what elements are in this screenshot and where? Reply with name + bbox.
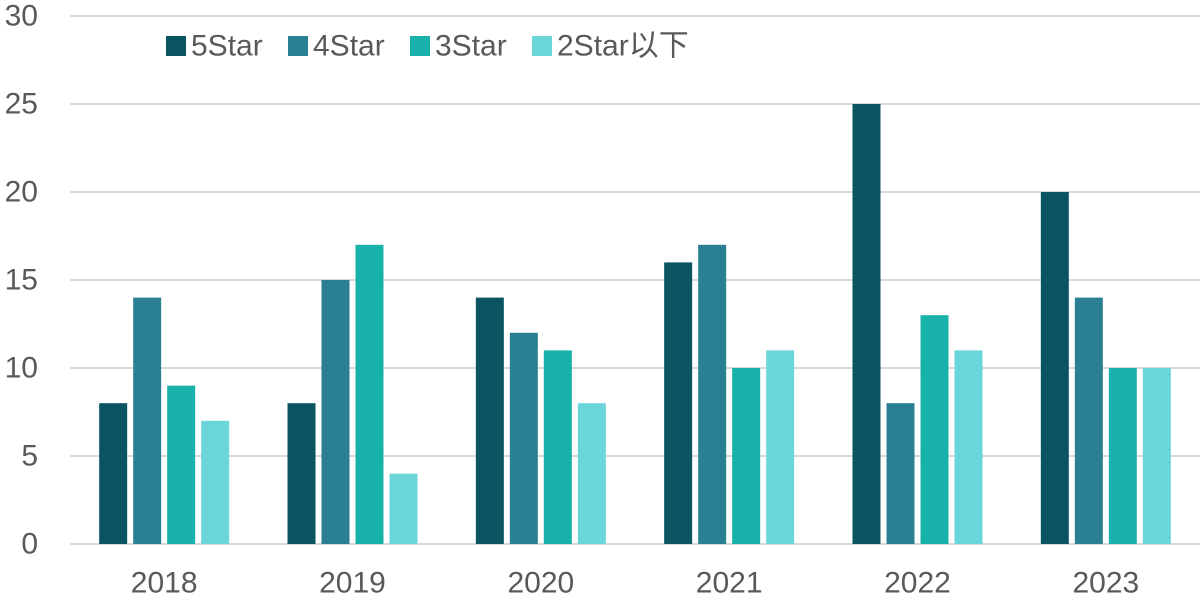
bar-2019-4Star — [321, 280, 350, 544]
legend-label: 4Star — [313, 30, 385, 63]
bar-2023-2Star以下 — [1142, 368, 1171, 544]
y-tick-label: 25 — [5, 88, 38, 121]
bar-2019-5Star — [287, 403, 316, 544]
x-tick-label: 2020 — [507, 567, 574, 600]
x-tick-label: 2023 — [1072, 567, 1139, 600]
gridlines — [70, 15, 1200, 545]
bar-2021-3Star — [732, 368, 761, 544]
bar-2020-2Star以下 — [577, 403, 606, 544]
legend-swatch-2Star以下 — [532, 36, 552, 56]
y-tick-label: 0 — [21, 528, 38, 561]
legend-label: 5Star — [191, 30, 263, 63]
legend-swatch-3Star — [410, 36, 430, 56]
bar-2020-3Star — [543, 350, 572, 544]
legend-swatch-5Star — [166, 36, 186, 56]
bar-2022-4Star — [886, 403, 915, 544]
bar-2020-5Star — [475, 297, 504, 544]
bar-2018-3Star — [167, 385, 196, 544]
y-tick-label: 15 — [5, 264, 38, 297]
x-tick-label: 2021 — [696, 567, 763, 600]
y-axis-ticks: 0 5 10 15 20 25 30 — [5, 0, 38, 561]
bar-2022-3Star — [920, 315, 949, 544]
legend-swatch-4Star — [288, 36, 308, 56]
x-tick-label: 2022 — [884, 567, 951, 600]
legend-label: 2Star以下 — [557, 30, 689, 63]
bar-2020-4Star — [509, 332, 538, 544]
legend: 5Star 4Star 3Star 2Star以下 — [166, 30, 689, 63]
bar-2021-5Star — [664, 262, 693, 544]
y-tick-label: 5 — [21, 440, 38, 473]
y-tick-label: 20 — [5, 176, 38, 209]
bar-2018-5Star — [99, 403, 128, 544]
bar-2018-2Star以下 — [201, 420, 230, 544]
x-tick-label: 2018 — [131, 567, 198, 600]
bar-2021-2Star以下 — [766, 350, 795, 544]
bar-2019-2Star以下 — [389, 473, 418, 544]
bar-2022-2Star以下 — [954, 350, 983, 544]
bar-2023-5Star — [1040, 192, 1069, 544]
bar-2021-4Star — [698, 244, 727, 545]
bar-2018-4Star — [133, 297, 162, 544]
x-tick-label: 2019 — [319, 567, 386, 600]
y-tick-label: 10 — [5, 352, 38, 385]
bar-2023-3Star — [1108, 368, 1137, 544]
legend-label: 3Star — [435, 30, 507, 63]
bar-2019-3Star — [355, 244, 384, 545]
y-tick-label: 30 — [5, 0, 38, 33]
bar-2022-5Star — [852, 104, 881, 544]
x-axis-ticks: 2018 2019 2020 2021 2022 2023 — [131, 567, 1139, 600]
bars — [99, 104, 1171, 545]
bar-2023-4Star — [1074, 297, 1103, 544]
